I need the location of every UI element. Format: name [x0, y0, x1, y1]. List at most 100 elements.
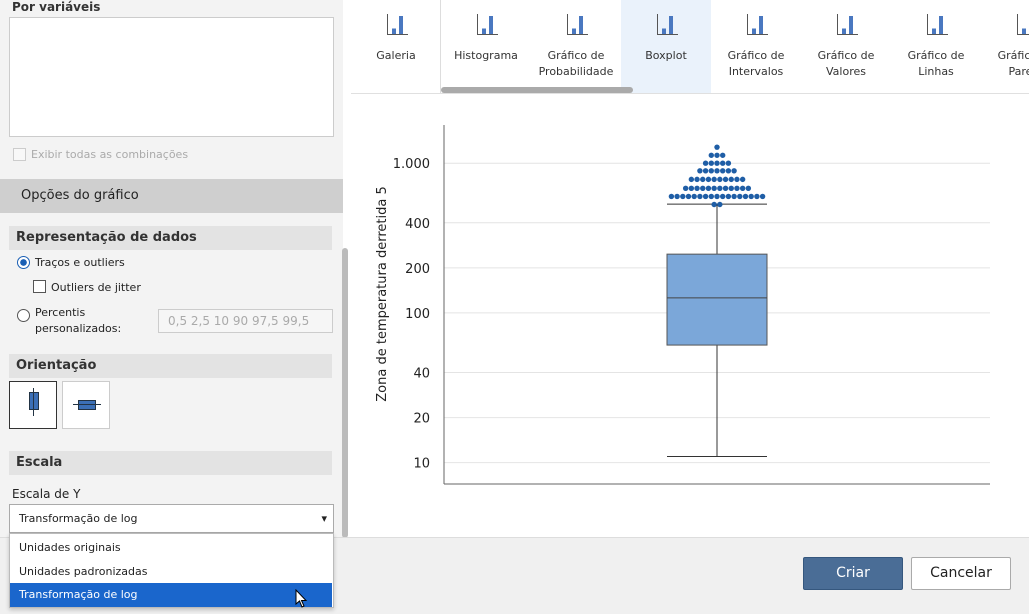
dropdown-option[interactable]: Unidades originais — [19, 541, 121, 554]
outlier — [714, 160, 720, 166]
outlier — [697, 168, 703, 174]
tab[interactable]: Gráfico de Intervalos — [711, 0, 801, 93]
outlier — [697, 193, 703, 200]
dropdown-value: Transformação de log — [19, 512, 138, 525]
outlier — [694, 185, 700, 191]
create-button[interactable]: Criar — [803, 557, 903, 590]
dropdown-option[interactable]: Unidades padronizadas — [19, 565, 148, 578]
outlier — [748, 193, 754, 200]
outlier — [739, 176, 746, 183]
outlier — [722, 185, 729, 191]
label: Por variáveis — [12, 0, 101, 14]
outlier — [731, 193, 737, 200]
tab-label: Histograma — [454, 49, 518, 62]
outlier — [717, 201, 723, 208]
outlier — [705, 185, 712, 191]
tab-icon — [1017, 14, 1029, 35]
tab-label: Boxplot — [645, 49, 687, 62]
tab-icon — [387, 14, 408, 35]
outlier — [694, 176, 700, 183]
outlier — [711, 176, 717, 183]
listbox[interactable] — [9, 17, 334, 137]
outlier — [737, 193, 743, 200]
tab-icon — [927, 14, 948, 35]
tab[interactable]: Gráfico de Valores — [801, 0, 891, 93]
outlier — [759, 193, 766, 200]
scrollbar[interactable] — [441, 87, 633, 93]
checkbox[interactable] — [13, 148, 26, 161]
chart: Zona de temperatura derretida 5 10 20 40 10… — [375, 125, 990, 485]
sidebar: Por variáveis Exibir todas as combinaçõe… — [0, 0, 348, 540]
outlier — [714, 168, 720, 174]
tab[interactable]: Gráfico de Probabilidade — [531, 0, 621, 93]
radio[interactable] — [17, 309, 30, 322]
outlier — [711, 185, 717, 191]
outlier — [708, 160, 714, 166]
outlier — [702, 193, 709, 200]
y-tick-label: 100 — [405, 307, 430, 322]
outlier — [725, 160, 732, 166]
outlier — [711, 201, 717, 208]
radio-label: Percentis personalizados: — [35, 306, 122, 335]
outlier — [691, 193, 697, 200]
outlier — [708, 152, 714, 158]
tab[interactable]: Boxplot — [621, 0, 711, 93]
tab-icon — [657, 14, 678, 35]
orientation-horizontal[interactable] — [62, 381, 110, 429]
label: Escala de Y — [12, 487, 81, 501]
outlier — [728, 176, 734, 183]
outlier — [720, 160, 726, 166]
outlier — [708, 193, 714, 200]
outlier — [742, 193, 749, 200]
outlier — [734, 176, 740, 183]
outlier — [714, 152, 720, 158]
y-tick-label: 400 — [405, 217, 430, 232]
tab[interactable]: Galeria — [351, 0, 441, 93]
dropdown-list: Unidades originais Unidades padronizadas… — [9, 533, 334, 608]
checkbox[interactable] — [33, 280, 46, 293]
outlier — [720, 152, 726, 158]
tab-label: Gráfico de Intervalos — [727, 49, 785, 78]
outlier — [714, 193, 720, 200]
outlier — [682, 185, 689, 191]
outlier — [720, 193, 726, 200]
group-title: Orientação — [9, 354, 332, 378]
outlier — [702, 160, 709, 166]
cursor — [295, 589, 308, 608]
outlier — [668, 193, 675, 200]
y-tick-label: 40 — [413, 367, 430, 382]
cancel-button[interactable]: Cancelar — [911, 557, 1011, 590]
outlier — [725, 168, 732, 174]
text-input[interactable]: 0,5 2,5 10 90 97,5 99,5 — [158, 309, 333, 333]
outlier — [705, 176, 712, 183]
orientation-vertical[interactable] — [9, 381, 57, 429]
tab[interactable]: Gráfico de Linhas — [891, 0, 981, 93]
tab-label: Gráfico de Linhas — [907, 49, 965, 78]
dropdown[interactable]: Transformação de log ▾ — [9, 504, 334, 533]
outlier — [717, 176, 723, 183]
outlier — [739, 185, 746, 191]
outlier — [714, 144, 720, 150]
dropdown-option[interactable]: Transformação de log — [10, 583, 332, 607]
outlier — [688, 185, 695, 191]
radio[interactable] — [17, 256, 30, 269]
outlier — [725, 193, 732, 200]
group-title: Representação de dados — [9, 226, 332, 250]
tab[interactable]: Gráfico de Pareto — [981, 0, 1029, 93]
tab-bar: Galeria Histograma Gráfico de Probabilidad… — [351, 0, 1029, 94]
outlier — [680, 193, 686, 200]
scrollbar[interactable] — [342, 248, 348, 538]
tab[interactable]: Histograma — [441, 0, 531, 93]
outlier — [688, 176, 695, 183]
outlier — [685, 193, 692, 200]
outlier — [674, 193, 680, 200]
outlier — [700, 176, 706, 183]
y-axis-title: Zona de temperatura derretida 5 — [375, 186, 390, 401]
outlier — [731, 168, 737, 174]
tab-icon — [567, 14, 588, 35]
outlier — [754, 193, 760, 200]
section-header[interactable]: Opções do gráfico — [0, 179, 343, 213]
outlier — [734, 185, 740, 191]
outlier — [722, 176, 729, 183]
